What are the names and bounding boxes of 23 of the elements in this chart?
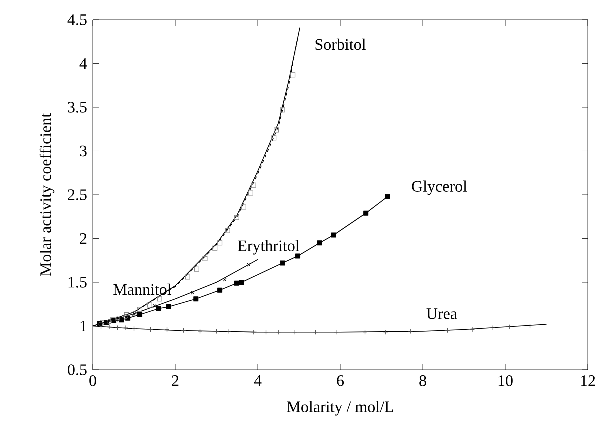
- annotation: Erythritol: [238, 240, 300, 255]
- y-tick-label: 4: [80, 58, 88, 70]
- y-tick-label: 2: [80, 233, 87, 244]
- x-axis-title: Molarity / mol/L: [287, 401, 394, 416]
- x-tick-label: 2: [172, 376, 179, 386]
- x-tick-label: 6: [337, 376, 344, 386]
- y-tick-label: 0.5: [68, 364, 87, 376]
- y-tick-label: 4.5: [68, 14, 87, 26]
- x-tick-label: 8: [420, 376, 426, 386]
- x-tick-label: 0: [90, 376, 96, 386]
- y-tick-label: 3.5: [68, 102, 87, 113]
- y-axis-title: Molar activity coefficient: [40, 113, 55, 276]
- x-tick-label: 10: [498, 376, 513, 386]
- x-tick-label: 4: [254, 376, 262, 386]
- y-tick-label: 1.5: [68, 277, 87, 288]
- annotation: Urea: [426, 308, 458, 320]
- annotation: Mannitol: [114, 284, 172, 296]
- x-tick-label: 12: [581, 376, 596, 386]
- y-tick-label: 3: [80, 146, 87, 157]
- annotation: Glycerol: [412, 180, 468, 196]
- annotation: Sorbitol: [316, 38, 366, 50]
- y-tick-label: 2.5: [68, 190, 87, 200]
- y-tick-label: 1: [80, 320, 87, 332]
